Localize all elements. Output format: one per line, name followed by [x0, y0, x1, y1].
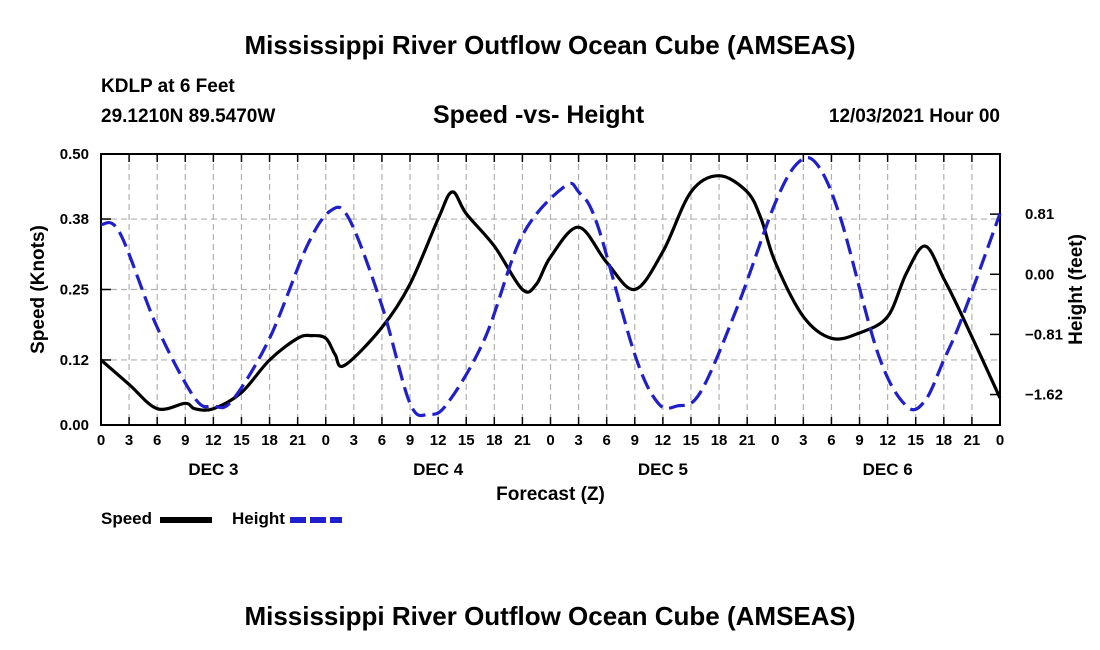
coordinates-label: 29.1210N 89.5470W: [101, 106, 276, 127]
x-tick-label: 12: [205, 432, 222, 449]
x-tick-label: 6: [603, 432, 611, 449]
chart-title-bottom: Mississippi River Outflow Ocean Cube (AM…: [244, 601, 856, 631]
chart-subtitle: Speed -vs- Height: [433, 101, 645, 129]
y-left-tick-label: 0.50: [60, 146, 89, 163]
plot-frame: [100, 153, 1001, 426]
x-tick-label: 9: [855, 432, 863, 449]
x-tick-label: 0: [771, 432, 779, 449]
station-label: KDLP at 6 Feet: [101, 76, 235, 97]
x-tick-label: 3: [125, 432, 133, 449]
x-tick-label: 15: [683, 432, 700, 449]
legend-speed-label: Speed: [101, 509, 153, 528]
legend-height-label: Height: [232, 509, 285, 528]
x-tick-label: 6: [378, 432, 386, 449]
y-right-tick-label: 0.00: [1025, 266, 1054, 283]
x-tick-label: 15: [233, 432, 250, 449]
chart-title-top: Mississippi River Outflow Ocean Cube (AM…: [244, 30, 856, 60]
x-tick-label: 9: [181, 432, 189, 449]
x-tick-label: 0: [97, 432, 105, 449]
x-tick-label: 21: [514, 432, 531, 449]
date-label: 12/03/2021 Hour 00: [828, 106, 1000, 127]
y-right-tick-label: −1.62: [1025, 387, 1063, 404]
x-tick-label: 18: [935, 432, 952, 449]
x-tick-label: 21: [739, 432, 756, 449]
day-label: DEC 6: [863, 460, 913, 479]
x-tick-label: 18: [261, 432, 278, 449]
x-axis-title: Forecast (Z): [496, 484, 605, 505]
x-tick-label: 3: [799, 432, 807, 449]
x-tick-label: 15: [907, 432, 924, 449]
x-tick-label: 6: [153, 432, 161, 449]
y-left-tick-label: 0.38: [60, 211, 89, 228]
day-label: DEC 3: [188, 460, 238, 479]
x-tick-label: 6: [827, 432, 835, 449]
x-tick-label: 3: [574, 432, 582, 449]
day-label: DEC 4: [413, 460, 464, 479]
x-tick-label: 21: [964, 432, 981, 449]
x-tick-label: 12: [655, 432, 672, 449]
x-tick-label: 9: [406, 432, 414, 449]
y-left-tick-label: 0.25: [60, 282, 89, 299]
x-tick-label: 12: [430, 432, 447, 449]
y-right-tick-label: 0.81: [1025, 206, 1054, 223]
x-tick-label: 9: [631, 432, 639, 449]
x-tick-label: 0: [322, 432, 330, 449]
y-left-tick-label: 0.00: [60, 417, 89, 434]
speed-series-line: [99, 174, 1002, 412]
y-right-tick-label: −0.81: [1025, 326, 1063, 343]
y-left-tick-label: 0.12: [60, 352, 89, 369]
x-tick-label: 12: [879, 432, 896, 449]
x-tick-label: 0: [996, 432, 1004, 449]
x-tick-label: 21: [289, 432, 306, 449]
day-label: DEC 5: [638, 460, 688, 479]
x-tick-label: 3: [350, 432, 358, 449]
x-tick-label: 18: [711, 432, 728, 449]
y-axis-left-title: Speed (Knots): [28, 225, 49, 354]
x-tick-label: 18: [486, 432, 503, 449]
x-tick-label: 15: [458, 432, 475, 449]
y-axis-right-title: Height (feet): [1066, 234, 1087, 345]
x-tick-label: 0: [546, 432, 554, 449]
height-series-line: [100, 155, 1002, 418]
